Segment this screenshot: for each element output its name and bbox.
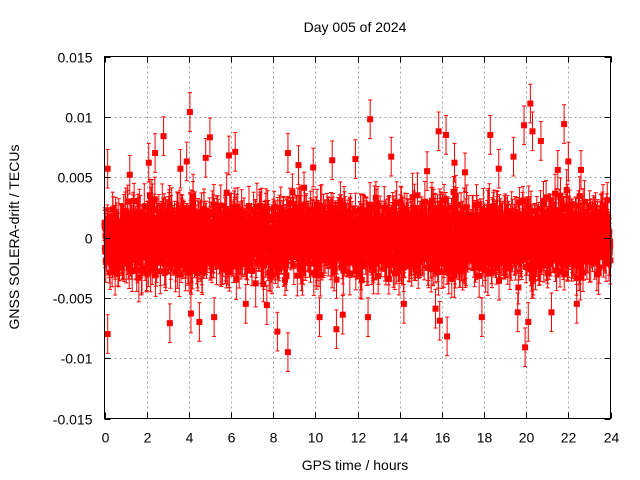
data-point: [159, 202, 166, 209]
data-point: [146, 193, 153, 200]
data-point: [131, 197, 138, 204]
data-point: [135, 274, 142, 281]
data-point: [118, 252, 125, 259]
data-point: [153, 258, 160, 265]
data-point: [164, 229, 171, 236]
data-point: [139, 266, 146, 273]
data-point: [252, 280, 259, 287]
data-point: [149, 264, 156, 271]
data-point: [151, 206, 158, 213]
data-point: [133, 267, 140, 274]
data-point: [145, 213, 152, 220]
data-point: [124, 198, 131, 205]
data-point: [141, 204, 148, 211]
data-point: [162, 268, 169, 275]
data-point: [157, 259, 164, 266]
data-point: [107, 269, 114, 276]
data-point: [148, 204, 155, 211]
data-point: [145, 268, 152, 275]
data-point: [134, 259, 141, 266]
data-series: [101, 83, 614, 372]
data-point: [154, 250, 161, 257]
data-point: [129, 268, 136, 275]
data-point: [226, 269, 233, 276]
